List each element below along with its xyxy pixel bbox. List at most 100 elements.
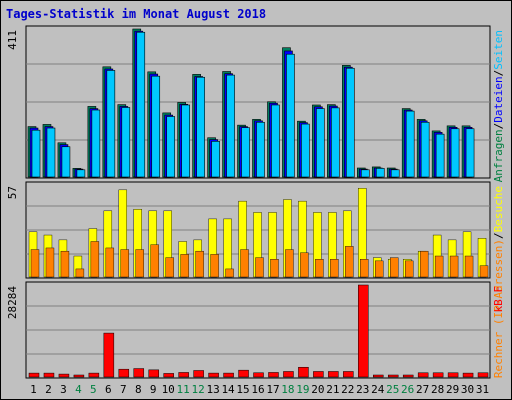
x-tick-label: 6 bbox=[105, 383, 112, 396]
x-tick-label: 9 bbox=[150, 383, 157, 396]
x-tick-label: 2 bbox=[45, 383, 52, 396]
x-tick-label: 29 bbox=[446, 383, 459, 396]
bar-kbf bbox=[178, 372, 189, 378]
x-tick-label: 24 bbox=[371, 383, 385, 396]
bar-kbf bbox=[193, 370, 204, 378]
bar-seiten bbox=[181, 104, 190, 178]
bar-rechner bbox=[255, 257, 264, 278]
bar-rechner bbox=[180, 254, 189, 278]
bar-kbf bbox=[118, 368, 130, 378]
bar-rechner bbox=[404, 260, 414, 278]
x-tick-label: 16 bbox=[251, 383, 264, 396]
x-tick-label: 17 bbox=[266, 383, 279, 396]
chart-panel-3: 28284 kB F bbox=[6, 281, 505, 379]
x-tick-label: 12 bbox=[192, 383, 205, 396]
bar-kbf bbox=[387, 374, 399, 378]
bar-rechner bbox=[225, 268, 234, 278]
chart-panel-2: 57 Rechner (IP-Adressen)/Besuche bbox=[6, 181, 505, 378]
bar-seiten bbox=[346, 67, 355, 178]
bar-kbf bbox=[373, 374, 384, 378]
x-tick-label: 13 bbox=[206, 383, 219, 396]
bar-seiten bbox=[271, 104, 280, 178]
x-tick-label: 25 bbox=[386, 383, 399, 396]
legend-part: kB F bbox=[492, 286, 505, 313]
bar-kbf bbox=[402, 374, 414, 378]
y-max-label: 411 bbox=[6, 30, 19, 50]
bar-rechner bbox=[330, 259, 339, 278]
x-tick-label: 14 bbox=[221, 383, 235, 396]
bar-kbf bbox=[462, 372, 474, 378]
bar-seiten bbox=[196, 76, 205, 178]
bar-kbf bbox=[58, 373, 70, 378]
legend-part: Anfragen bbox=[492, 129, 505, 182]
x-tick-label: 22 bbox=[341, 383, 354, 396]
y-max-label: 57 bbox=[6, 186, 19, 199]
x-tick-label: 7 bbox=[120, 383, 127, 396]
x-tick-label: 27 bbox=[416, 383, 429, 396]
bar-seiten bbox=[360, 169, 370, 178]
bar-seiten bbox=[91, 109, 101, 178]
bar-rechner bbox=[464, 255, 474, 278]
legend-part: / bbox=[492, 123, 505, 130]
x-tick-label: 19 bbox=[296, 383, 309, 396]
bar-kbf bbox=[73, 374, 85, 378]
bar-rechner bbox=[285, 249, 294, 278]
bar-seiten bbox=[106, 70, 116, 178]
bar-seiten bbox=[31, 129, 41, 178]
bar-seiten bbox=[331, 107, 340, 178]
bar-rechner bbox=[30, 249, 40, 278]
bar-besuche bbox=[223, 218, 232, 278]
legend-part: Besuche bbox=[492, 186, 505, 232]
bar-kbf bbox=[313, 371, 324, 378]
bar-seiten bbox=[435, 133, 445, 178]
bar-seiten bbox=[405, 110, 415, 178]
bar-kbf bbox=[148, 369, 159, 378]
bar-kbf bbox=[253, 372, 264, 378]
x-tick-label: 31 bbox=[476, 383, 489, 396]
bar-rechner bbox=[210, 254, 219, 278]
y-axis-legend: Anfragen/Dateien/Seiten bbox=[492, 30, 505, 182]
bar-seiten bbox=[301, 123, 310, 178]
bar-kbf bbox=[103, 332, 115, 378]
bar-rechner bbox=[45, 247, 55, 278]
legend-part: Rechner (IP-Adressen) bbox=[492, 239, 505, 378]
x-tick-label: 11 bbox=[177, 383, 190, 396]
chart-title: Tages-Statistik im Monat August 2018 bbox=[6, 7, 266, 21]
chart-panel-1: 411 Anfragen/Dateien/Seiten bbox=[6, 25, 505, 182]
bar-seiten bbox=[390, 169, 400, 178]
bar-rechner bbox=[105, 247, 115, 278]
bar-seiten bbox=[61, 146, 71, 178]
x-tick-label: 5 bbox=[90, 383, 97, 396]
legend-part: / bbox=[492, 70, 505, 77]
bar-rechner bbox=[479, 265, 489, 278]
bar-seiten bbox=[226, 74, 235, 178]
bar-seiten bbox=[121, 107, 131, 178]
bar-seiten bbox=[241, 127, 250, 178]
bar-kbf bbox=[208, 372, 219, 378]
x-tick-label: 30 bbox=[461, 383, 474, 396]
bar-kbf bbox=[417, 372, 429, 378]
bar-seiten bbox=[76, 169, 86, 178]
bar-rechner bbox=[270, 259, 279, 278]
legend-part: Seiten bbox=[492, 30, 505, 70]
x-tick-label: 28 bbox=[431, 383, 444, 396]
bar-kbf bbox=[432, 372, 444, 378]
bar-rechner bbox=[345, 246, 354, 278]
x-tick-label: 3 bbox=[60, 383, 67, 396]
bar-kbf bbox=[88, 372, 100, 378]
bar-rechner bbox=[390, 257, 399, 278]
bar-kbf bbox=[28, 372, 40, 378]
bar-kbf bbox=[283, 371, 294, 378]
bar-seiten bbox=[211, 141, 220, 178]
x-tick-label: 1 bbox=[30, 383, 37, 396]
bar-rechner bbox=[240, 249, 249, 278]
bar-rechner bbox=[75, 268, 85, 278]
bar-seiten bbox=[420, 121, 430, 178]
bar-seiten bbox=[316, 108, 325, 178]
x-tick-label: 26 bbox=[401, 383, 414, 396]
bar-kbf bbox=[447, 372, 459, 378]
bar-rechner bbox=[375, 260, 384, 278]
x-tick-label: 21 bbox=[326, 383, 339, 396]
bar-rechner bbox=[434, 255, 444, 278]
